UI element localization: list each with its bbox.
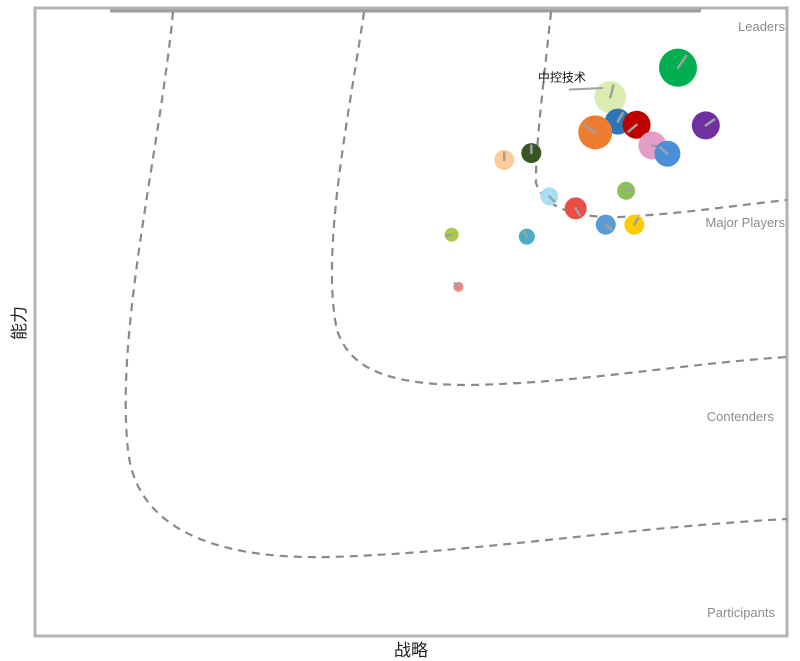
category-label: Leaders [738,19,785,34]
data-point [564,197,587,220]
data-point [521,143,542,164]
data-point [622,110,651,139]
point-tail [604,223,613,231]
point-tail [522,230,529,238]
category-label: Participants [707,605,775,620]
data-point [444,227,459,242]
boundary-curve [534,11,788,219]
data-point [594,81,627,114]
point-tail [627,123,638,133]
point-tail [445,233,453,238]
y-axis-title: 能力 [10,306,30,340]
boundary-curve [330,11,788,387]
data-point [691,111,720,140]
plot-frame [33,6,789,638]
annotation-label: 中控技术 [538,70,586,85]
data-point [540,187,559,206]
annotation-leader [568,87,604,91]
point-tail [548,195,556,203]
data-point [617,181,636,200]
point-tail [609,84,615,99]
data-point [494,149,515,170]
point-tail [633,216,640,226]
point-tail [676,54,688,69]
data-point [595,214,616,235]
category-label: Major Players [706,215,786,230]
point-tail [583,123,597,134]
point-tail [453,282,460,289]
data-point [624,214,645,235]
data-point [453,281,464,292]
point-tail [624,187,634,192]
data-point [518,228,535,245]
data-point [658,48,697,87]
point-tail [704,118,716,127]
x-axis-title: 战略 [394,641,428,661]
boundary-curve [124,11,788,559]
data-point [578,115,613,150]
category-label: Contenders [707,409,775,424]
point-tail [574,207,582,217]
point-tail [658,146,669,155]
point-tail [616,111,624,123]
data-point [654,140,681,167]
